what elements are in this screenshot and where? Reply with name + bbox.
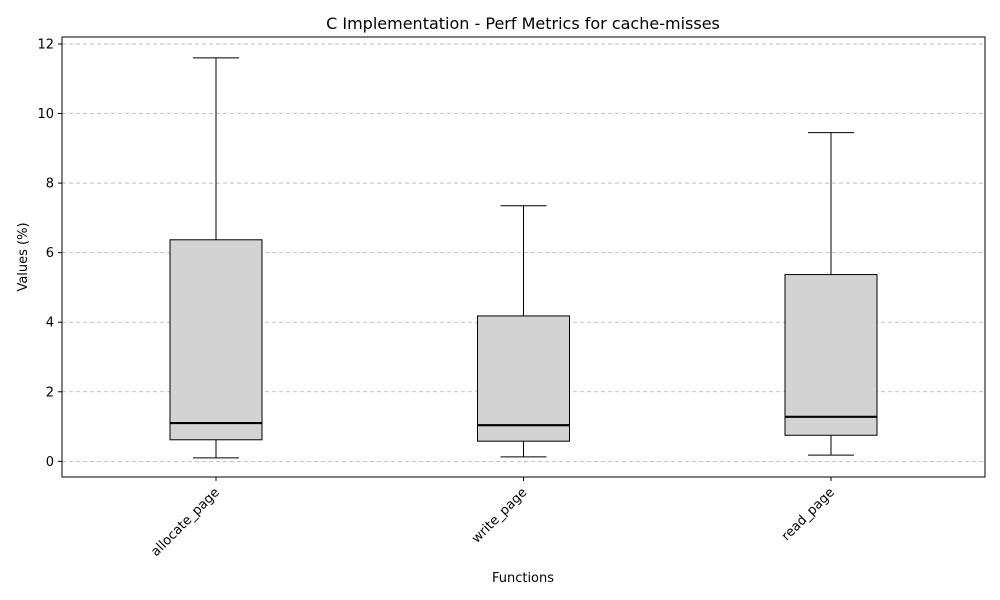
x-tick-label: read_page <box>779 485 838 544</box>
y-tick-label: 4 <box>46 316 54 331</box>
y-tick-label: 0 <box>46 455 54 470</box>
chart-title: C Implementation - Perf Metrics for cach… <box>326 14 720 33</box>
iqr-box <box>477 315 570 442</box>
y-tick-label: 6 <box>46 246 54 261</box>
box-write_page <box>477 205 570 458</box>
x-axis-label: Functions <box>492 571 554 586</box>
y-axis-label: Values (%) <box>16 222 31 291</box>
box-read_page <box>784 132 878 456</box>
tick-layer: 0 2 4 6 8 10 12 allocate_page write_page read_pag… <box>37 37 837 559</box>
iqr-box <box>169 239 263 441</box>
x-tick-label: allocate_page <box>148 485 222 559</box>
y-tick-label: 2 <box>46 385 54 400</box>
y-tick-label: 10 <box>37 107 54 122</box>
iqr-box <box>784 274 878 436</box>
x-tick-label: write_page <box>469 485 530 546</box>
y-tick-label: 12 <box>37 37 54 52</box>
box-allocate_page <box>169 57 263 459</box>
box-layer <box>169 57 878 459</box>
y-tick-label: 8 <box>46 177 54 192</box>
